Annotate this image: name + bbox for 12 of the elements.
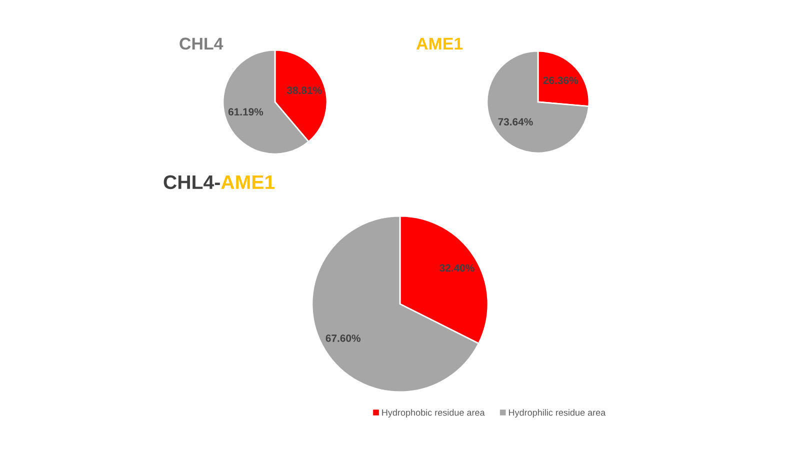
chart-title: CHL4-AME1: [164, 175, 275, 190]
data-label: 38.81%: [286, 86, 322, 94]
legend-label: Hydrophobic residue area: [382, 409, 485, 418]
data-label: 67.60%: [326, 334, 360, 342]
chart-title: CHL4: [180, 38, 224, 50]
legend-label: Hydrophilic residue area: [509, 409, 606, 418]
data-label: 26.36%: [543, 76, 578, 84]
chart-title: AME1: [416, 38, 463, 50]
data-label: 32.40%: [439, 264, 474, 272]
pie-slice: [486, 50, 590, 154]
data-label: 61.19%: [228, 108, 264, 116]
data-label: 73.64%: [498, 118, 533, 126]
